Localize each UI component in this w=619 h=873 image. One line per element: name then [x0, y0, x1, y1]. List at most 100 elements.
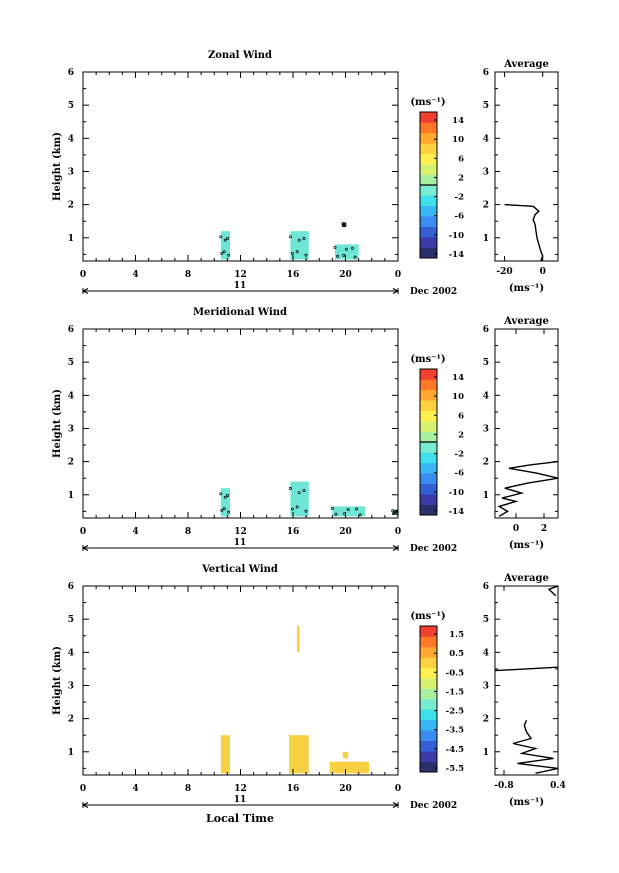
contour-mark	[297, 238, 301, 242]
profile-y-tick-label: 2	[483, 458, 489, 468]
contour-mark	[223, 238, 227, 242]
colorbar-label: -2	[455, 450, 465, 460]
colorbar-label: -1.5	[446, 687, 464, 697]
y-axis-label: Height (km)	[52, 646, 63, 715]
y-tick-label: 2	[68, 715, 74, 725]
contour-mark	[304, 509, 308, 513]
profile-x-tick-label: 0	[540, 267, 546, 277]
contour-mark	[333, 245, 337, 249]
day-label: 11	[234, 795, 247, 805]
colorbar-label: 14	[452, 116, 464, 126]
profile-x-tick-label: -0.8	[494, 781, 513, 791]
contour-mark	[295, 505, 299, 509]
contour-mark	[220, 508, 224, 512]
colorbar-label: 10	[452, 135, 464, 145]
x-tick-label: 12	[234, 270, 247, 280]
y-tick-label: 3	[68, 167, 74, 177]
colorbar-cell	[420, 636, 437, 648]
data-patch	[220, 488, 230, 517]
colorbar-cell	[420, 761, 437, 773]
colorbar-cell	[420, 657, 437, 669]
colorbar-label: 6	[458, 154, 464, 164]
contour-mark	[342, 253, 346, 257]
data-patch	[290, 481, 309, 517]
colorbar-cell	[420, 452, 437, 464]
contour-mark	[227, 253, 231, 257]
y-tick-label: 2	[68, 458, 74, 468]
contour-mark	[391, 512, 395, 516]
y-tick-label: 5	[68, 615, 74, 625]
day-label: 11	[234, 281, 247, 291]
contour-mark	[222, 507, 226, 511]
colorbar-label: -14	[449, 507, 464, 517]
x-tick-label: 12	[234, 527, 247, 537]
contour-mark	[343, 224, 347, 228]
colorbar-label: 0.5	[449, 649, 464, 659]
profile-y-tick-label: 1	[483, 234, 489, 244]
panel-title: Meridional Wind	[193, 307, 287, 318]
profile-y-tick-label: 4	[483, 648, 489, 658]
x-tick-label: 20	[339, 527, 352, 537]
y-tick-label: 6	[68, 68, 74, 78]
y-tick-label: 5	[68, 358, 74, 368]
x-tick-label: 0	[395, 527, 401, 537]
colorbar-cell	[420, 667, 437, 679]
x-tick-label: 4	[132, 527, 138, 537]
contour-mark	[219, 492, 223, 496]
colorbar-label: -0.5	[446, 668, 464, 678]
contour-mark	[336, 254, 340, 258]
date-label: Dec 2002	[410, 287, 457, 297]
colorbar-cell	[420, 122, 437, 134]
profile-y-tick-label: 2	[483, 715, 489, 725]
profile-line	[497, 460, 559, 517]
profile-y-tick-label: 1	[483, 491, 489, 501]
colorbar-label: -4.5	[446, 745, 464, 755]
profile-x-tick-label: -20	[496, 267, 512, 277]
x-tick-label: 20	[339, 784, 352, 794]
contour-mark	[288, 235, 292, 239]
x-tick-label: 8	[185, 270, 191, 280]
data-patch	[220, 735, 230, 774]
contour-mark	[302, 489, 306, 493]
x-tick-label: 0	[80, 270, 86, 280]
colorbar-cell	[420, 400, 437, 412]
contour-mark	[297, 491, 301, 495]
colorbar-cell	[420, 237, 437, 248]
colorbar-cell	[420, 216, 437, 228]
colorbar-unit: (ms⁻¹)	[410, 611, 445, 622]
day-arrow	[81, 802, 89, 808]
colorbar-cell	[420, 709, 437, 721]
colorbar-cell	[420, 112, 437, 123]
colorbar-cell	[420, 431, 437, 443]
profile-frame	[494, 71, 559, 262]
profile-y-tick-label: 5	[483, 358, 489, 368]
colorbar-cell	[420, 379, 437, 391]
contour-mark	[222, 250, 226, 254]
contour-mark	[344, 247, 348, 251]
plot-frame	[82, 585, 399, 776]
colorbar-label: 6	[458, 411, 464, 421]
x-tick-label: 0	[80, 784, 86, 794]
colorbar-cell	[420, 153, 437, 165]
colorbar-cell	[420, 483, 437, 495]
colorbar-cell	[420, 143, 437, 155]
y-tick-label: 6	[68, 582, 74, 592]
y-tick-label: 5	[68, 101, 74, 111]
profile-title: Average	[503, 573, 549, 584]
y-tick-label: 3	[68, 681, 74, 691]
colorbar-cell	[420, 678, 437, 689]
colorbar-cell	[420, 494, 437, 505]
colorbar-cell	[420, 751, 437, 762]
x-tick-label: 0	[395, 784, 401, 794]
contour-mark	[295, 250, 299, 254]
colorbar-cell	[420, 626, 437, 637]
colorbar-cell	[420, 195, 437, 207]
contour-mark	[220, 251, 224, 255]
plot-frame	[82, 71, 399, 262]
colorbar-label: 1.5	[449, 630, 464, 640]
colorbar-cell	[420, 421, 437, 432]
colorbar-cell	[420, 719, 437, 731]
colorbar-cell	[420, 132, 437, 144]
profile-y-tick-label: 3	[483, 167, 489, 177]
contour-mark	[355, 507, 359, 511]
